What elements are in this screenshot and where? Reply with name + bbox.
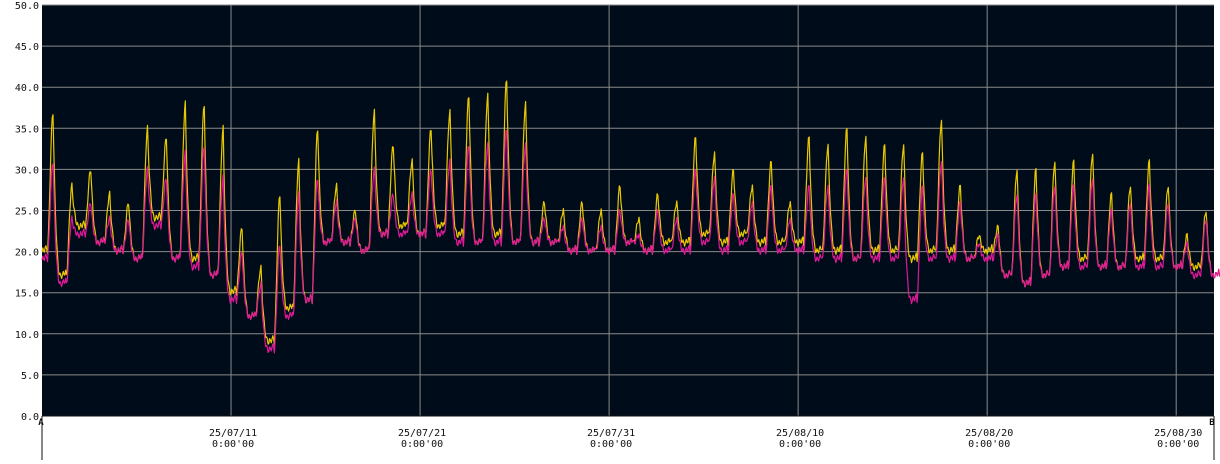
x-tick-time-label: 0:00'00 xyxy=(401,439,443,450)
x-tick-label: 25/08/20 xyxy=(965,428,1013,439)
x-tick-time-label: 0:00'00 xyxy=(1157,439,1199,450)
x-tick-label: 25/07/21 xyxy=(398,428,446,439)
x-tick-time-label: 0:00'00 xyxy=(590,439,632,450)
y-tick-label: 20.0 xyxy=(15,248,39,259)
series-line-1 xyxy=(41,80,1220,346)
y-tick-label: 15.0 xyxy=(15,289,39,300)
y-tick-label: 10.0 xyxy=(15,330,39,341)
cursor-b-label: B xyxy=(1209,418,1215,428)
y-tick-label: 25.0 xyxy=(15,207,39,218)
axes: 50.0 45.0 40.0 35.0 30.0 25.0 20.0 15.0 10.0 5.0 0… xyxy=(15,1,1215,460)
x-tick-label: 25/07/11 xyxy=(209,428,257,439)
y-tick-label: 45.0 xyxy=(15,42,39,53)
cursor-a-label: A xyxy=(38,418,44,428)
x-tick-label: 25/07/31 xyxy=(587,428,635,439)
y-tick-label: 50.0 xyxy=(15,1,39,12)
x-tick-time-label: 0:00'00 xyxy=(779,439,821,450)
x-tick-label: 25/08/10 xyxy=(776,428,824,439)
y-tick-label: 40.0 xyxy=(15,83,39,94)
x-tick-time-label: 0:00'00 xyxy=(212,439,254,450)
y-tick-label: 5.0 xyxy=(21,371,39,382)
y-tick-label: 0.0 xyxy=(21,412,39,423)
x-tick-label: 25/08/30 xyxy=(1154,428,1202,439)
x-tick-time-label: 0:00'00 xyxy=(968,439,1010,450)
series-line-2 xyxy=(41,129,1220,354)
series-lines xyxy=(41,80,1220,354)
y-tick-label: 30.0 xyxy=(15,165,39,176)
y-tick-label: 35.0 xyxy=(15,124,39,135)
